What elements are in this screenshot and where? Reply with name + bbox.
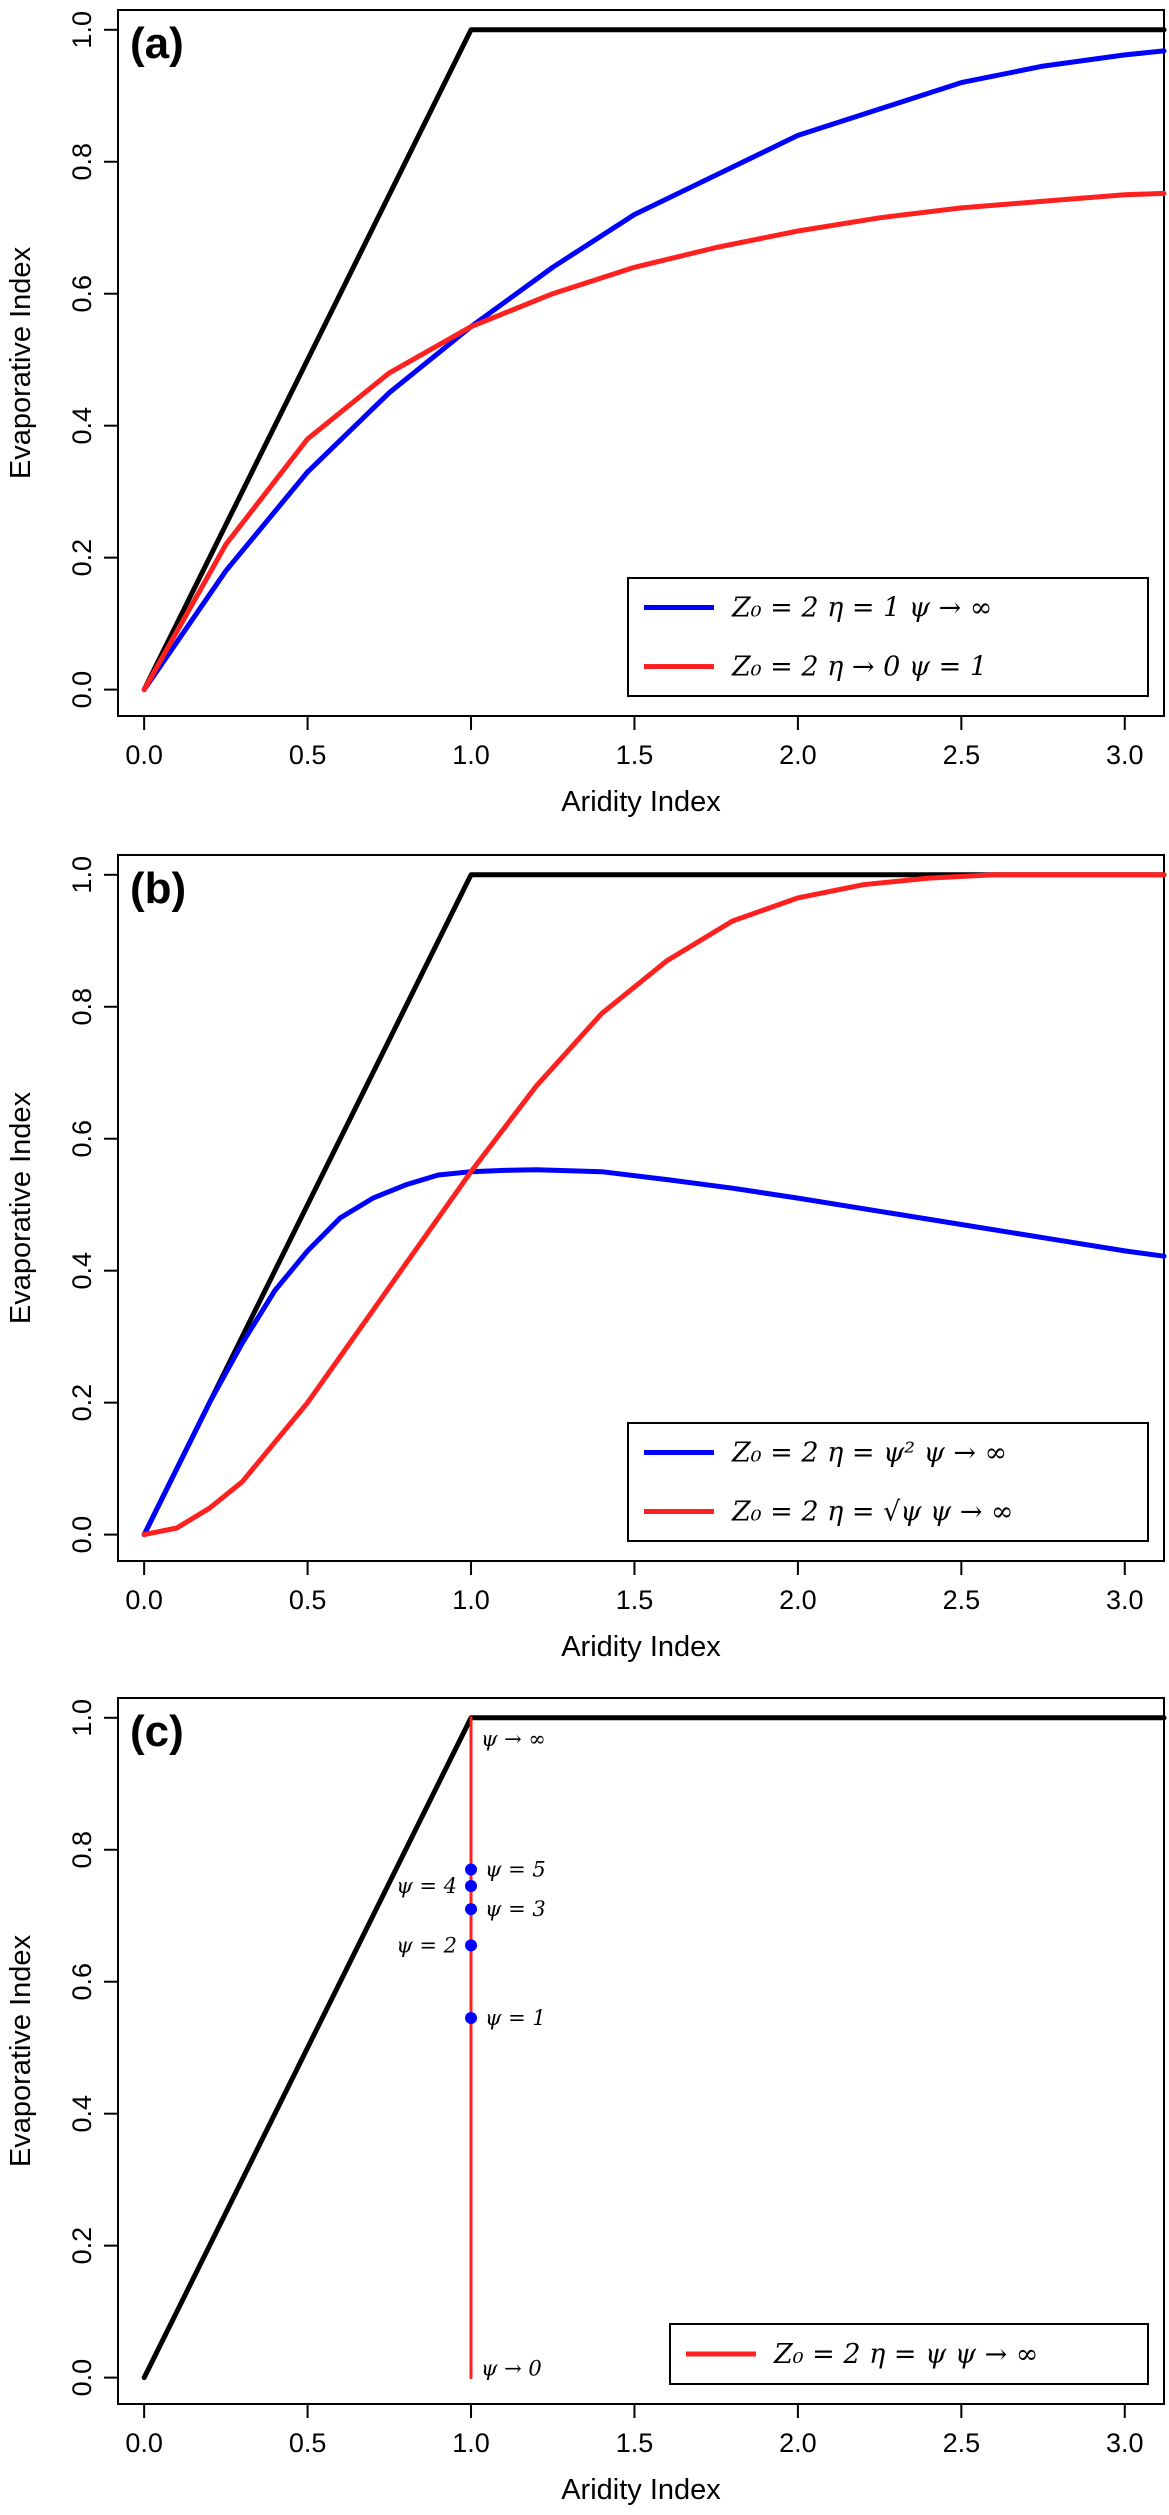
y-tick-label: 0.8 — [67, 988, 97, 1026]
y-tick-label: 0.2 — [67, 539, 97, 577]
x-tick-label: 2.5 — [943, 2428, 981, 2458]
data-point — [465, 1863, 478, 1876]
series-line-0 — [141, 1715, 1167, 2381]
x-tick-label: 0.5 — [289, 1585, 327, 1615]
legend-entry: Z₀ = 2 η = √ψ ψ → ∞ — [731, 1497, 1014, 1528]
y-tick-label: 1.0 — [67, 856, 97, 894]
point-label: ψ = 5 — [485, 1858, 546, 1882]
x-tick-label: 2.0 — [779, 1585, 817, 1615]
data-point — [465, 1939, 478, 1952]
x-tick-label: 2.5 — [943, 1585, 981, 1615]
plot-frame — [117, 854, 1165, 1562]
y-axis-title: Evaporative Index — [5, 1091, 37, 1324]
annotation: ψ → 0 — [481, 2357, 542, 2381]
series-line-0 — [141, 27, 1167, 693]
y-tick-label: 0.2 — [67, 2227, 97, 2265]
x-tick-label: 1.5 — [616, 2428, 654, 2458]
plot-frame — [117, 1697, 1165, 2405]
panel-label: (c) — [130, 1707, 184, 1756]
x-axis-title: Aridity Index — [561, 786, 721, 818]
y-tick-label: 0.4 — [67, 2095, 97, 2133]
x-tick-label: 1.0 — [452, 740, 490, 770]
x-tick-label: 3.0 — [1106, 2428, 1144, 2458]
data-point — [465, 2012, 478, 2025]
x-tick-label: 0.5 — [289, 2428, 327, 2458]
y-tick-label: 0.0 — [67, 671, 97, 709]
panel-b: 0.0 0.5 1.0 1.5 2.0 2.5 3.0 0.0 0.2 0.4 0.6 0.8 1.0 A… — [5, 854, 1167, 1663]
y-tick-label: 0.4 — [67, 407, 97, 445]
point-label: ψ = 3 — [485, 1897, 546, 1921]
plot-frame — [117, 9, 1165, 717]
point-label: ψ = 1 — [485, 2006, 546, 2030]
legend-box — [627, 1422, 1149, 1542]
x-axis-title: Aridity Index — [561, 1631, 721, 1663]
y-tick-label: 0.0 — [67, 1516, 97, 1554]
data-point — [465, 1880, 478, 1893]
legend-entry: Z₀ = 2 η = ψ ψ → ∞ — [773, 2339, 1038, 2370]
x-tick-label: 0.0 — [125, 740, 163, 770]
y-tick-label: 1.0 — [67, 11, 97, 49]
x-axis-title: Aridity Index — [561, 2474, 721, 2506]
data-point — [465, 1903, 478, 1916]
series-line-1 — [141, 1167, 1167, 1538]
panel-a: 0.0 0.5 1.0 1.5 2.0 2.5 3.0 0.0 0.2 0.4 0.6 0.8 1.0 A… — [5, 9, 1167, 818]
y-axis-title: Evaporative Index — [5, 246, 37, 479]
x-tick-label: 3.0 — [1106, 740, 1144, 770]
panel-label: (a) — [130, 19, 184, 68]
point-label: ψ = 4 — [396, 1874, 457, 1898]
y-tick-label: 0.6 — [67, 275, 97, 313]
panel-label: (b) — [130, 864, 186, 913]
x-tick-label: 2.5 — [943, 740, 981, 770]
legend-box — [627, 577, 1149, 697]
y-axis-title: Evaporative Index — [5, 1934, 37, 2167]
y-tick-label: 1.0 — [67, 1699, 97, 1737]
legend-entry: Z₀ = 2 η = 1 ψ → ∞ — [731, 593, 992, 624]
x-tick-label: 2.0 — [779, 2428, 817, 2458]
y-tick-label: 0.6 — [67, 1963, 97, 2001]
series-line-2 — [141, 190, 1167, 693]
x-tick-label: 0.0 — [125, 2428, 163, 2458]
x-tick-label: 1.5 — [616, 1585, 654, 1615]
annotation: ψ → ∞ — [481, 1727, 546, 1751]
x-tick-label: 2.0 — [779, 740, 817, 770]
y-tick-label: 0.6 — [67, 1120, 97, 1158]
x-tick-label: 3.0 — [1106, 1585, 1144, 1615]
legend: Z₀ = 2 η = ψ ψ → ∞ — [669, 2323, 1149, 2385]
x-tick-label: 1.0 — [452, 2428, 490, 2458]
y-tick-label: 0.0 — [67, 2359, 97, 2397]
x-tick-label: 1.0 — [452, 1585, 490, 1615]
x-tick-label: 1.5 — [616, 740, 654, 770]
legend-entry: Z₀ = 2 η → 0 ψ = 1 — [731, 652, 987, 683]
legend: Z₀ = 2 η = 1 ψ → ∞ Z₀ = 2 η → 0 ψ = 1 — [627, 577, 1149, 697]
legend-entry: Z₀ = 2 η = ψ² ψ → ∞ — [731, 1438, 1007, 1469]
x-tick-label: 0.5 — [289, 740, 327, 770]
x-tick-label: 0.0 — [125, 1585, 163, 1615]
series-line-2 — [141, 872, 1167, 1538]
y-tick-label: 0.2 — [67, 1384, 97, 1422]
panel-c: 0.0 0.5 1.0 1.5 2.0 2.5 3.0 0.0 0.2 0.4 0.6 0.8 1.0 A… — [5, 1697, 1167, 2506]
y-tick-label: 0.4 — [67, 1252, 97, 1290]
series-line-1 — [141, 48, 1167, 693]
series-line-0 — [141, 872, 1167, 1538]
y-tick-label: 0.8 — [67, 143, 97, 181]
point-label: ψ = 2 — [396, 1933, 457, 1957]
legend: Z₀ = 2 η = ψ² ψ → ∞ Z₀ = 2 η = √ψ ψ → ∞ — [627, 1422, 1149, 1542]
y-tick-label: 0.8 — [67, 1831, 97, 1869]
